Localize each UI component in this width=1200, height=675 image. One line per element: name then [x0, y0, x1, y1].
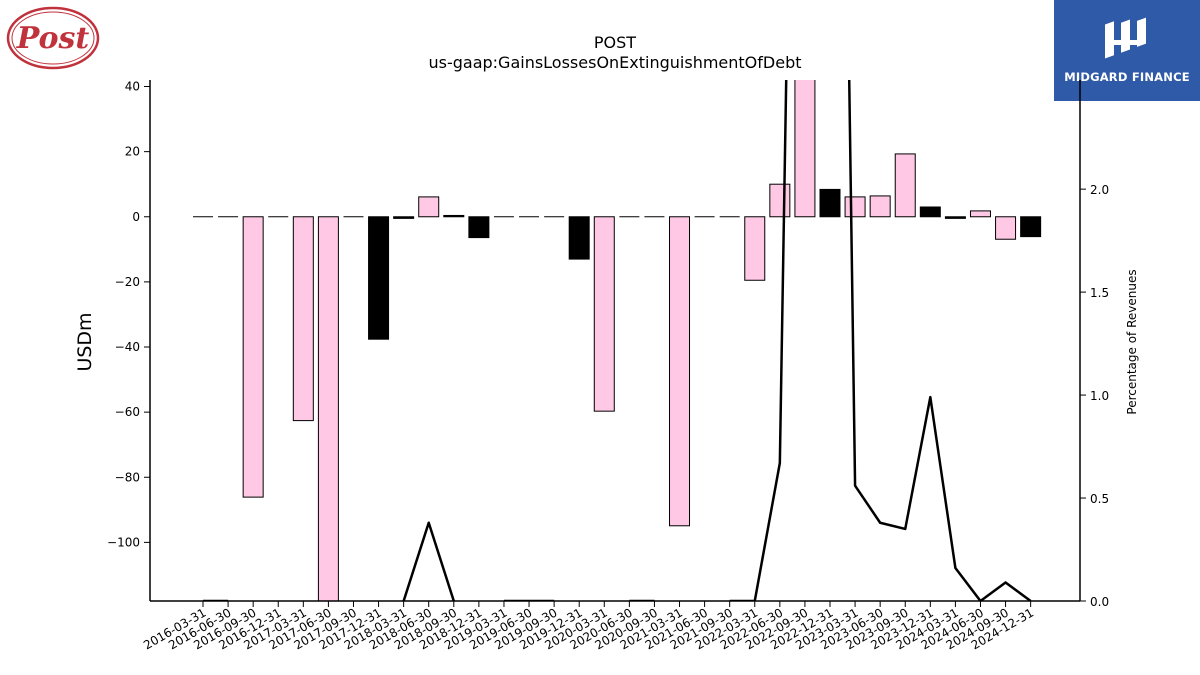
y2-tick-label: 1.5: [1090, 286, 1109, 300]
post-logo: Post: [6, 6, 100, 70]
midgard-finance-logo: MIDGARD FINANCE: [1054, 0, 1200, 101]
chart-title: POST: [594, 33, 636, 52]
line-group: [203, 80, 1032, 601]
bar: [443, 214, 465, 218]
post-logo-mark: Post: [6, 6, 100, 70]
plot-area: 40200−20−40−60−80−1000.00.51.01.52.02016…: [107, 80, 1109, 653]
chart-subtitle: us-gaap:GainsLossesOnExtinguishmentOfDeb…: [428, 53, 801, 72]
bar: [393, 216, 415, 219]
bar: [242, 216, 264, 498]
y-tick-label: −80: [115, 470, 140, 484]
bar: [769, 183, 791, 218]
bar: [669, 216, 691, 527]
bar: [919, 206, 941, 218]
bar: [744, 216, 766, 281]
y2-tick-label: 0.5: [1090, 492, 1109, 506]
bar: [317, 216, 339, 601]
y2-tick-label: 0.0: [1090, 595, 1109, 609]
bar: [593, 216, 615, 412]
bar: [368, 216, 390, 340]
bar: [844, 196, 866, 218]
bar: [292, 216, 314, 422]
ratio-line-segment: [402, 521, 455, 601]
bar: [1020, 216, 1042, 238]
bar: [995, 216, 1017, 240]
bar: [969, 210, 991, 218]
bar: [819, 188, 841, 218]
y-tick-label: 20: [125, 145, 140, 159]
ratio-line-segment: [729, 80, 1032, 601]
y-tick-label: 0: [132, 210, 140, 224]
bar: [794, 80, 816, 218]
y-tick-label: 40: [125, 80, 140, 94]
y2-axis-label: Percentage of Revenues: [1125, 269, 1139, 414]
bar: [468, 216, 490, 239]
y-axis-label: USDm: [74, 312, 96, 371]
y-tick-label: −40: [115, 340, 140, 354]
midgard-emblem-icon: [1105, 17, 1146, 59]
bars-group: [193, 80, 1042, 601]
bar: [418, 196, 440, 218]
bar: [944, 216, 966, 219]
y-tick-label: −20: [115, 275, 140, 289]
y2-tick-label: 2.0: [1090, 183, 1109, 197]
y-tick-label: −60: [115, 405, 140, 419]
midgard-finance-text: MIDGARD FINANCE: [1064, 70, 1190, 84]
bar: [869, 195, 891, 218]
y2-tick-label: 1.0: [1090, 389, 1109, 403]
y-tick-label: −100: [107, 535, 140, 549]
svg-text:Post: Post: [16, 21, 90, 56]
bar: [894, 153, 916, 218]
bar: [568, 216, 590, 260]
